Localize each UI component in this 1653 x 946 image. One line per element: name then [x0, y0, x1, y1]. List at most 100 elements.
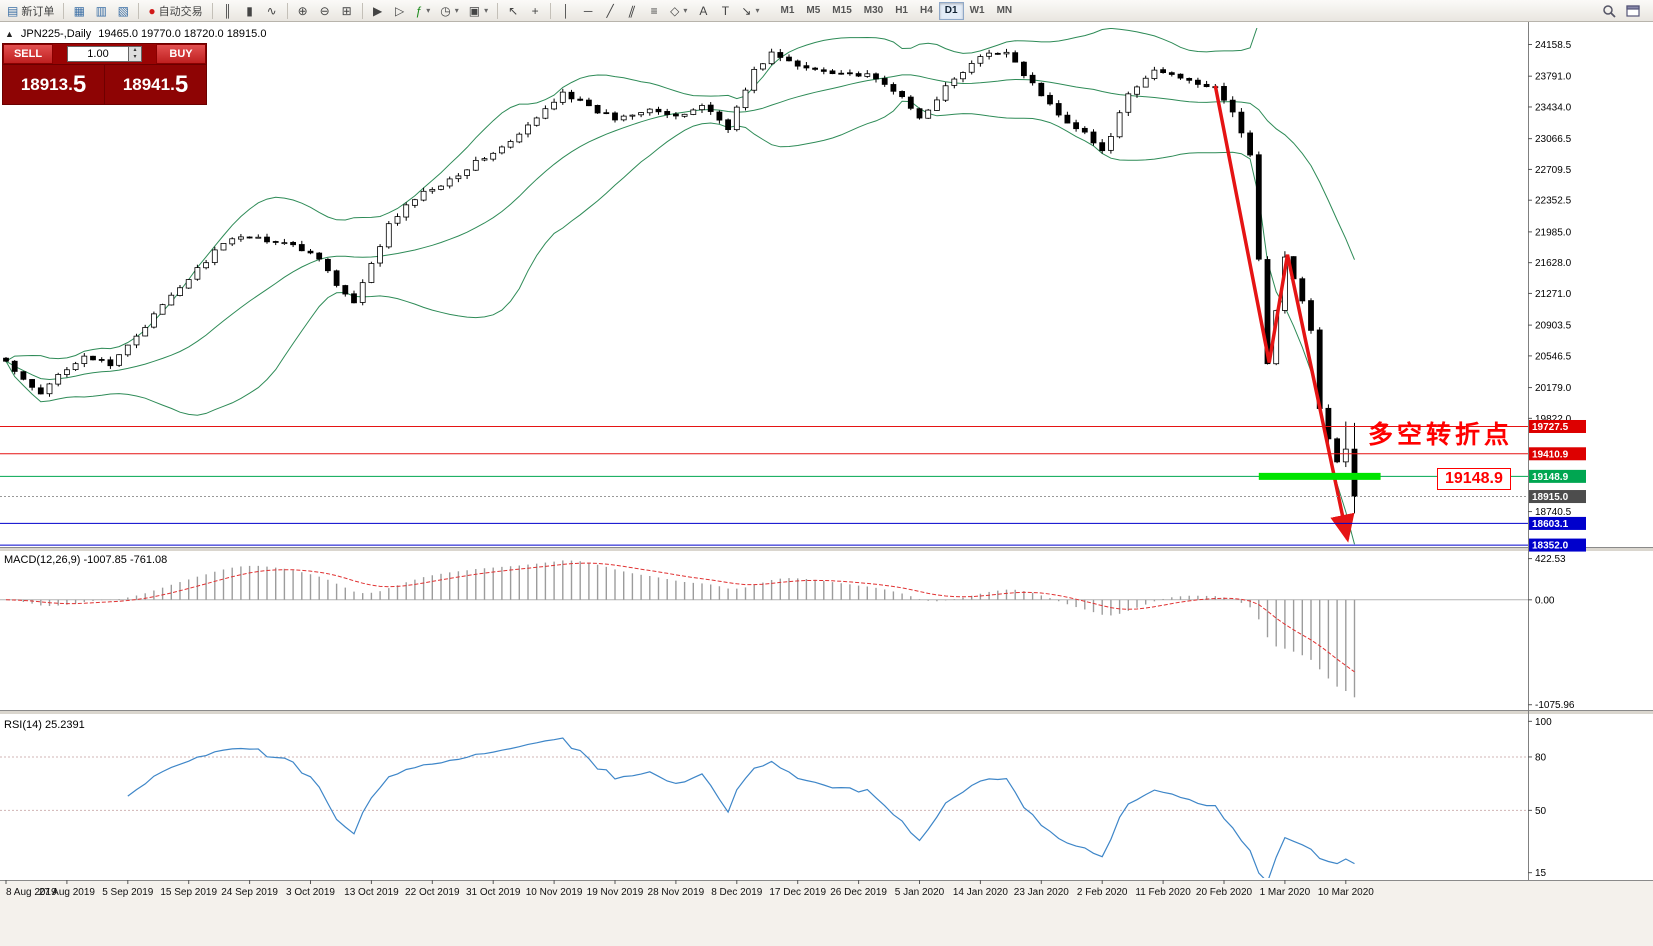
- sell-price[interactable]: 18913. 5: [3, 65, 105, 104]
- market-watch-button[interactable]: ▦: [69, 2, 89, 20]
- shapes-button-caret: ▾: [683, 6, 688, 15]
- cursor-icon: ↖: [508, 3, 519, 18]
- tile-windows-button[interactable]: ⊞: [337, 2, 357, 20]
- market-watch-icon: ▦: [73, 3, 86, 18]
- buy-price[interactable]: 18941. 5: [105, 65, 206, 104]
- search-button[interactable]: [1598, 2, 1620, 20]
- equidistant-channel-button[interactable]: ∥: [622, 2, 642, 20]
- timeframe-mn[interactable]: MN: [996, 4, 1013, 16]
- indicators-button-caret: ▾: [426, 6, 431, 15]
- price-axis-label: 21271.0: [1535, 289, 1572, 300]
- new-chart-window-button[interactable]: [1622, 2, 1644, 20]
- timeframe-m15[interactable]: M15: [832, 4, 852, 16]
- text-label-button[interactable]: T: [715, 2, 735, 20]
- shapes-button[interactable]: ◇ ▾: [666, 2, 691, 20]
- periods-button[interactable]: ◷ ▾: [436, 2, 463, 20]
- vertical-line-button[interactable]: │: [556, 2, 576, 20]
- timeframe-h1[interactable]: H1: [895, 4, 908, 16]
- price-tag-value: 19727.5: [1532, 422, 1569, 433]
- one-click-trading-panel: SELL ▴ ▾ BUY 18913.5 18941.5: [2, 43, 207, 105]
- templates-button[interactable]: ▣ ▾: [465, 2, 492, 20]
- support-highlight-segment[interactable]: [1258, 472, 1381, 480]
- time-axis-label: 5 Sep 2019: [102, 887, 154, 898]
- time-axis-label: 3 Oct 2019: [286, 887, 335, 898]
- time-axis-label: 10 Mar 2020: [1318, 887, 1375, 898]
- price-axis-label: 18740.5: [1535, 507, 1572, 518]
- bar-chart-button[interactable]: ║: [218, 2, 238, 20]
- price-axis-label: 19822.0: [1535, 414, 1572, 425]
- price-tag-value: 18352.0: [1532, 541, 1569, 552]
- sell-button[interactable]: SELL: [3, 44, 53, 64]
- line-chart-button[interactable]: ∿: [262, 2, 282, 20]
- time-axis-label: 22 Oct 2019: [405, 887, 460, 898]
- price-axis-label: 21628.0: [1535, 258, 1572, 269]
- price-tag: [1529, 490, 1586, 504]
- support-price-callout[interactable]: 19148.9: [1437, 468, 1511, 490]
- timeframe-w1[interactable]: W1: [969, 4, 985, 16]
- time-axis-label: 8 Aug 2019: [6, 887, 57, 898]
- data-window-icon: ▥: [95, 3, 108, 18]
- text-button[interactable]: A: [693, 2, 713, 20]
- macd-axis-label: 0.00: [1535, 595, 1555, 606]
- volume-input[interactable]: [67, 46, 129, 62]
- candlestick-chart-button[interactable]: ▮: [240, 2, 260, 20]
- volume-down-button[interactable]: ▾: [133, 54, 137, 60]
- auto-scroll-button[interactable]: ▶: [368, 2, 388, 20]
- auto-trading-icon: ●: [148, 3, 156, 18]
- shapes-icon: ◇: [670, 3, 680, 18]
- templates-button-caret: ▾: [484, 6, 489, 15]
- new-order-button[interactable]: ▤ 新订单: [3, 2, 58, 20]
- time-axis-label: 24 Sep 2019: [221, 887, 278, 898]
- time-axis-label: 28 Nov 2019: [648, 887, 705, 898]
- main-price-pane: [3, 28, 1358, 545]
- price-tag: [1529, 469, 1586, 483]
- toolbar-separator: [550, 2, 552, 19]
- indicators-button[interactable]: ƒ ▾: [412, 2, 435, 20]
- buy-price-main: 18941.: [122, 74, 175, 94]
- zoom-out-button[interactable]: ⊖: [315, 2, 335, 20]
- price-axis-label: 23791.0: [1535, 72, 1572, 83]
- trendline-icon: ╱: [606, 3, 614, 18]
- horizontal-line-button[interactable]: ─: [578, 2, 598, 20]
- trendline-button[interactable]: ╱: [600, 2, 620, 20]
- crosshair-button[interactable]: +: [525, 2, 545, 20]
- timeframe-m30[interactable]: M30: [863, 4, 884, 16]
- timeframe-m1[interactable]: M1: [780, 4, 795, 16]
- oneclick-prices-row: 18913. 5 18941. 5: [3, 65, 206, 104]
- price-tag-value: 19410.9: [1532, 449, 1569, 460]
- sell-price-fraction: 5: [72, 70, 87, 98]
- macd-indicator-label: MACD(12,26,9) -1007.85 -761.08: [4, 554, 168, 566]
- oneclick-collapse-icon[interactable]: ▲: [5, 29, 14, 39]
- chart-ohlc-values: 19465.0 19770.0 18720.0 18915.0: [98, 28, 267, 40]
- arrows-icon: ↘: [741, 3, 752, 18]
- text-label-icon: T: [721, 3, 730, 18]
- timeframe-d1[interactable]: D1: [938, 1, 964, 20]
- chart-shift-button[interactable]: ▷: [390, 2, 410, 20]
- toolbar-separator: [211, 2, 213, 19]
- toolbar-right: [1597, 2, 1651, 20]
- trend-arrow[interactable]: [1213, 85, 1355, 543]
- terminal-button[interactable]: ▧: [113, 2, 133, 20]
- rsi-axis-label: 80: [1535, 752, 1547, 763]
- time-axis-label: 19 Nov 2019: [587, 887, 644, 898]
- auto-trading-button[interactable]: ● 自动交易: [144, 2, 206, 20]
- timeframe-h4[interactable]: H4: [920, 4, 933, 16]
- rsi-axis-label: 50: [1535, 806, 1547, 817]
- chart-symbol-period: JPN225-,Daily: [20, 28, 92, 40]
- volume-up-button[interactable]: ▴: [133, 47, 137, 53]
- price-tag: [1529, 447, 1586, 461]
- chart-canvas[interactable]: 24158.5 23791.0 23434.0 23066.5 22709.5 22352…: [0, 22, 1653, 946]
- fibonacci-icon: ≡: [650, 3, 658, 18]
- buy-button[interactable]: BUY: [156, 44, 206, 64]
- sell-price-main: 18913.: [20, 74, 73, 94]
- timeframe-m5[interactable]: M5: [806, 4, 821, 16]
- buy-price-fraction: 5: [174, 70, 189, 98]
- chart-annotation-text[interactable]: 多空转折点: [1368, 421, 1514, 449]
- bollinger-lower-band: [5, 100, 1355, 545]
- arrows-button[interactable]: ↘ ▾: [737, 2, 763, 20]
- data-window-button[interactable]: ▥: [91, 2, 111, 20]
- cursor-button[interactable]: ↖: [503, 2, 523, 20]
- fibonacci-button[interactable]: ≡: [644, 2, 664, 20]
- zoom-in-button[interactable]: ⊕: [293, 2, 313, 20]
- bollinger-middle-band: [5, 74, 1355, 381]
